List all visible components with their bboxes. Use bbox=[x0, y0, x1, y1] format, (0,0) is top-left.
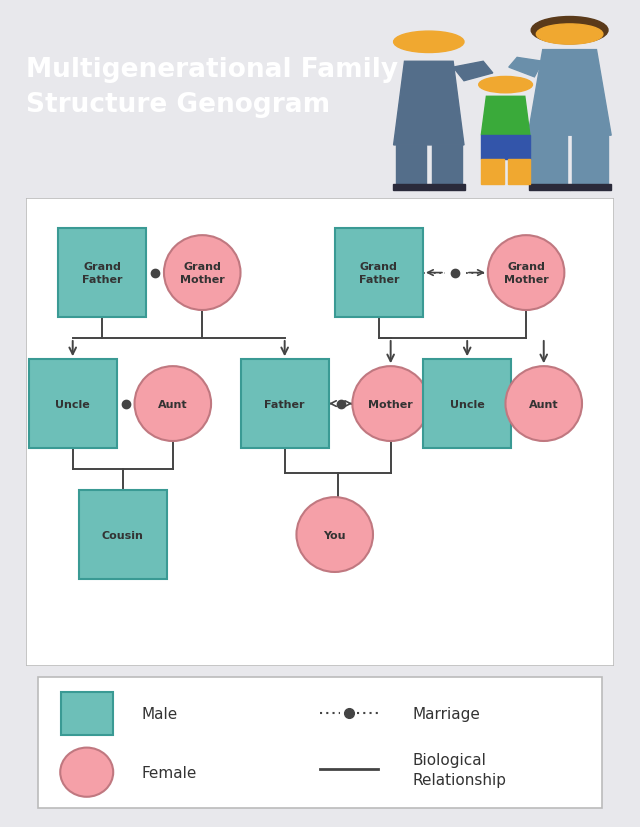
FancyBboxPatch shape bbox=[58, 229, 147, 318]
Text: Biological
Relationship: Biological Relationship bbox=[412, 752, 506, 787]
Polygon shape bbox=[481, 97, 530, 136]
FancyBboxPatch shape bbox=[38, 676, 602, 808]
Text: Cousin: Cousin bbox=[102, 530, 144, 540]
Circle shape bbox=[536, 25, 603, 45]
Polygon shape bbox=[528, 50, 611, 136]
Polygon shape bbox=[570, 184, 611, 190]
Text: Aunt: Aunt bbox=[529, 399, 559, 409]
FancyBboxPatch shape bbox=[79, 490, 167, 579]
Polygon shape bbox=[396, 146, 426, 184]
Text: Multigenerational Family
Structure Genogram: Multigenerational Family Structure Genog… bbox=[26, 57, 397, 118]
FancyBboxPatch shape bbox=[26, 198, 614, 666]
Polygon shape bbox=[393, 184, 429, 190]
Polygon shape bbox=[432, 146, 462, 184]
Text: Grand
Father: Grand Father bbox=[358, 262, 399, 284]
Text: Male: Male bbox=[141, 706, 178, 721]
FancyBboxPatch shape bbox=[29, 360, 117, 448]
Ellipse shape bbox=[531, 17, 608, 45]
Polygon shape bbox=[572, 136, 608, 184]
Polygon shape bbox=[429, 184, 465, 190]
Polygon shape bbox=[481, 136, 530, 160]
Ellipse shape bbox=[134, 366, 211, 442]
Text: Father: Father bbox=[264, 399, 305, 409]
Circle shape bbox=[394, 32, 464, 54]
Ellipse shape bbox=[164, 236, 241, 311]
FancyBboxPatch shape bbox=[241, 360, 329, 448]
Polygon shape bbox=[453, 62, 493, 82]
Ellipse shape bbox=[506, 366, 582, 442]
Text: You: You bbox=[323, 530, 346, 540]
Text: Aunt: Aunt bbox=[158, 399, 188, 409]
FancyBboxPatch shape bbox=[335, 229, 423, 318]
Text: Marriage: Marriage bbox=[412, 706, 480, 721]
Circle shape bbox=[479, 78, 532, 93]
Text: Grand
Father: Grand Father bbox=[82, 262, 122, 284]
FancyBboxPatch shape bbox=[423, 360, 511, 448]
Text: Grand
Mother: Grand Mother bbox=[180, 262, 225, 284]
FancyBboxPatch shape bbox=[61, 691, 113, 735]
Polygon shape bbox=[394, 62, 464, 146]
Ellipse shape bbox=[353, 366, 429, 442]
Polygon shape bbox=[529, 184, 570, 190]
Text: Uncle: Uncle bbox=[55, 399, 90, 409]
Text: Uncle: Uncle bbox=[450, 399, 484, 409]
Polygon shape bbox=[531, 136, 567, 184]
Text: Female: Female bbox=[141, 765, 197, 780]
Polygon shape bbox=[481, 160, 504, 184]
Polygon shape bbox=[508, 160, 530, 184]
Ellipse shape bbox=[296, 498, 373, 572]
Text: Grand
Mother: Grand Mother bbox=[504, 262, 548, 284]
Text: Mother: Mother bbox=[368, 399, 413, 409]
Ellipse shape bbox=[488, 236, 564, 311]
Polygon shape bbox=[509, 58, 543, 78]
Ellipse shape bbox=[60, 748, 113, 797]
